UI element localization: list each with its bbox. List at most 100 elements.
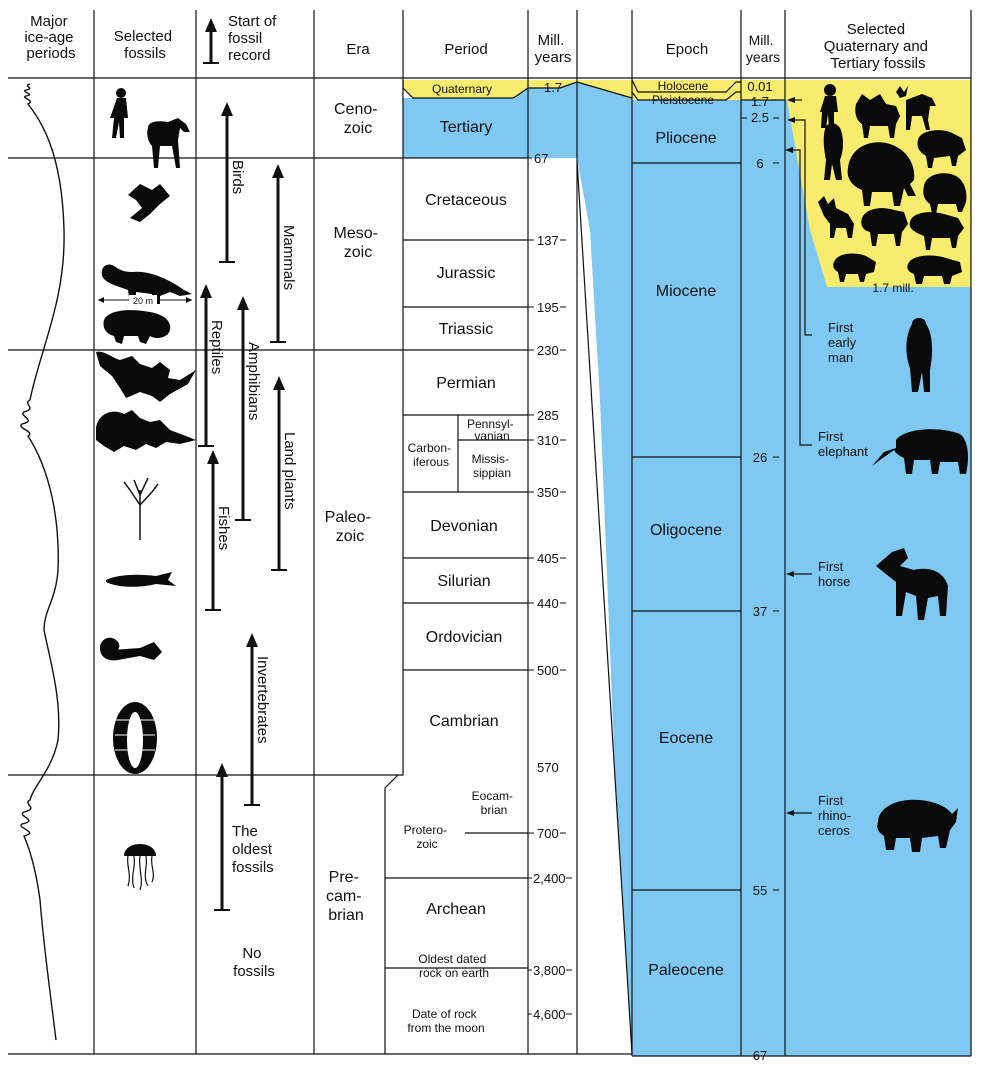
period-eocambrian: Eocam- brian [472,789,517,817]
rtick-55: 55 [753,883,779,898]
header-start: Start of fossil record [228,13,281,64]
selected-fossils: 20 m [96,88,196,891]
qt-fossils-yellow-fill [632,80,971,287]
plant-icon [123,477,159,540]
amphibian-icon [96,410,196,452]
tick-405: 405 [528,551,566,566]
first-rhinoceros-label: First rhino- ceros [818,793,855,838]
period-ordovician: Ordovician [426,629,502,646]
header-epoch: Epoch [666,41,709,58]
period-archean: Archean [426,901,486,918]
header-start-arrow-icon [203,18,219,64]
epoch-labels: Holocene Pleistocene Pliocene Miocene Ol… [648,79,724,979]
tick-350: 350 [528,485,566,500]
svg-text:3,800: 3,800 [533,963,566,978]
label-mammals: Mammals [280,225,297,290]
header-period: Period [444,41,487,58]
svg-text:137: 137 [537,233,559,248]
land-plants-arrow [271,376,287,571]
svg-text:500: 500 [537,663,559,678]
period-labels: Quaternary Tertiary Cretaceous Jurassic … [404,82,517,1035]
svg-text:2.5: 2.5 [751,110,769,125]
tick-230: 230 [528,343,566,358]
first-horse-label: First horse [818,559,851,589]
small-horse-icon [906,94,936,130]
label-birds: Birds [229,160,246,194]
period-silurian: Silurian [437,573,490,590]
svg-text:6: 6 [756,156,763,171]
tick-67: 67 [528,151,548,166]
svg-text:405: 405 [537,551,559,566]
period-quaternary: Quaternary [432,82,492,96]
reptiles-arrow [198,284,214,447]
epoch-paleocene: Paleocene [648,962,724,979]
svg-text:700: 700 [537,826,559,841]
invertebrates-arrow [244,633,260,806]
boar-icon [833,253,876,282]
epoch-miocene: Miocene [656,283,717,300]
svg-text:26: 26 [753,450,767,465]
rtick-1-7: 1.7 [751,94,769,109]
rtick-67: 67 [753,1048,767,1063]
man-icon [110,88,128,138]
early-man-icon [906,318,933,392]
jellyfish-icon [124,844,156,891]
musk-ox-icon [923,173,967,214]
hominid-icon [823,123,843,180]
svg-text:285: 285 [537,408,559,423]
tick-285: 285 [528,408,559,423]
rtick-2-5: 2.5 [741,110,779,125]
period-mississippian: Missis- sippian [472,452,513,480]
reindeer-icon [818,196,854,238]
fossil-record-labels: Birds Mammals Reptiles Amphibians Land p… [208,160,298,980]
trilobite-icon [113,702,157,774]
header-ice-age: Major ice-age periods [24,13,77,62]
mammoth-icon [847,142,916,206]
bird-icon [128,184,170,222]
first-labels: First early man First elephant First hor… [818,320,868,838]
svg-text:350: 350 [537,485,559,500]
oldest-fossils-arrow [214,763,230,911]
period-cambrian: Cambrian [429,713,498,730]
fish-icon [106,572,176,587]
period-moon-rock: Date of rock from the moon [407,1007,484,1035]
header-mill-right: Mill. years [746,32,780,65]
headers: Major ice-age periods Selected fossils S… [24,13,932,72]
period-carboniferous: Carbon- iferous [408,441,455,469]
svg-text:67: 67 [534,151,548,166]
period-tertiary: Tertiary [440,119,492,136]
epoch-oligocene: Oligocene [650,522,722,539]
svg-text:230: 230 [537,343,559,358]
connector-blue-fill [577,82,632,1056]
tick-2400: 2,400 [528,871,572,886]
horse-first-icon [876,548,948,620]
svg-text:195: 195 [537,300,559,315]
period-jurassic: Jurassic [437,265,496,282]
horse-icon [147,118,190,168]
tick-570: 570 [537,760,559,775]
scale-bar: 20 m [98,295,192,306]
quaternary-yellow-fill [403,80,577,98]
rtick-37: 37 [753,604,779,619]
era-labels: Ceno- zoic Meso- zoic Paleo- zoic Pre- c… [325,101,378,924]
svg-text:310: 310 [537,433,559,448]
rtick-0-01: 0.01 [747,79,772,94]
elephant-icon [872,429,968,474]
header-era: Era [346,41,370,58]
svg-text:20 m: 20 m [133,296,153,306]
svg-text:440: 440 [537,596,559,611]
period-proterozoic: Protero- zoic [404,823,451,851]
label-reptiles: Reptiles [208,320,225,374]
period-triassic: Triassic [439,321,494,338]
tick-1-7: 1.7 [544,80,562,95]
period-oldest-rock: Oldest dated rock on earth [418,952,489,980]
tick-137: 137 [528,233,566,248]
human-icon [820,84,838,128]
period-pennsylvanian: Pennsyl- vanian [467,417,517,443]
hippo-icon [907,255,962,284]
header-selected-qt: Selected Quaternary and Tertiary fossils [824,21,932,72]
first-silhouettes [872,318,968,852]
label-oldest-fossils: The oldest fossils [232,823,276,876]
tick-195: 195 [528,300,566,315]
